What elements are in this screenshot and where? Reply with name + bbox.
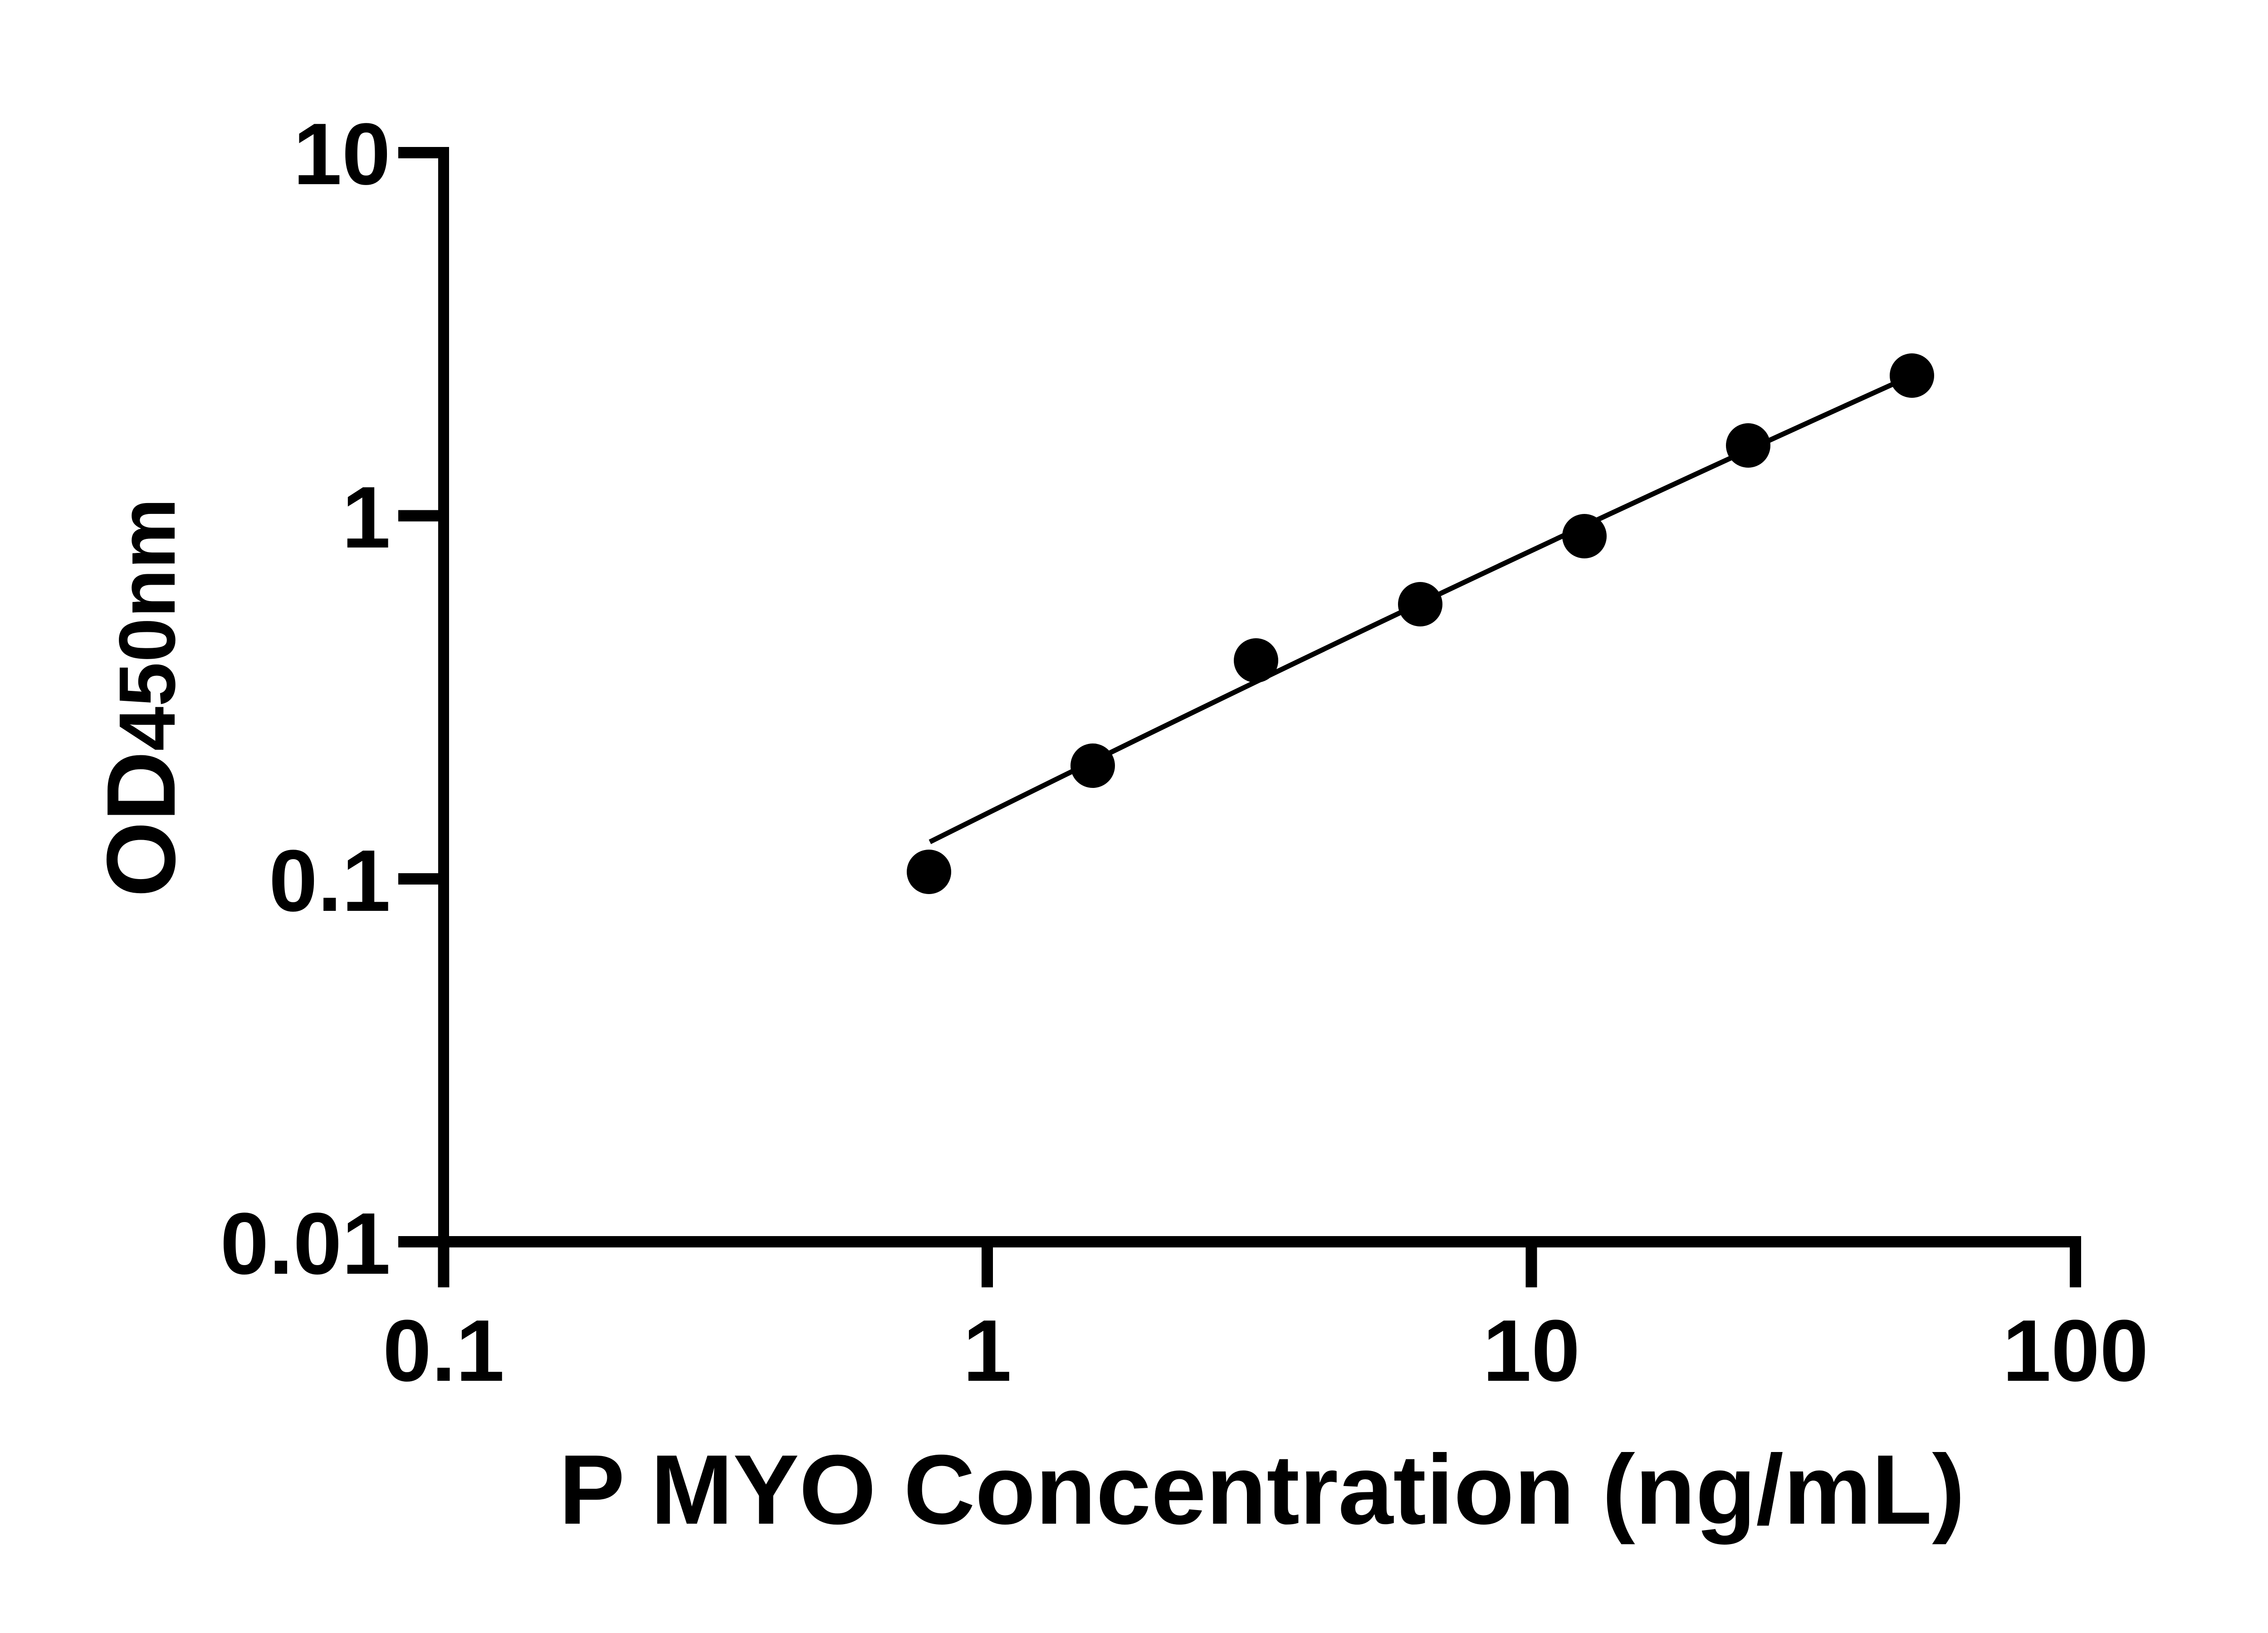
svg-text:OD450nm: OD450nm — [86, 498, 196, 897]
svg-text:P MYO Concentration (ng/mL): P MYO Concentration (ng/mL) — [559, 1435, 1965, 1545]
svg-text:1: 1 — [963, 1301, 1012, 1399]
svg-text:0.1: 0.1 — [269, 831, 391, 929]
svg-text:10: 10 — [1483, 1301, 1580, 1399]
svg-text:0.01: 0.01 — [220, 1194, 391, 1292]
svg-text:1: 1 — [342, 468, 391, 566]
svg-text:10: 10 — [293, 105, 391, 203]
svg-text:100: 100 — [2002, 1301, 2148, 1399]
svg-text:0.1: 0.1 — [383, 1301, 504, 1399]
